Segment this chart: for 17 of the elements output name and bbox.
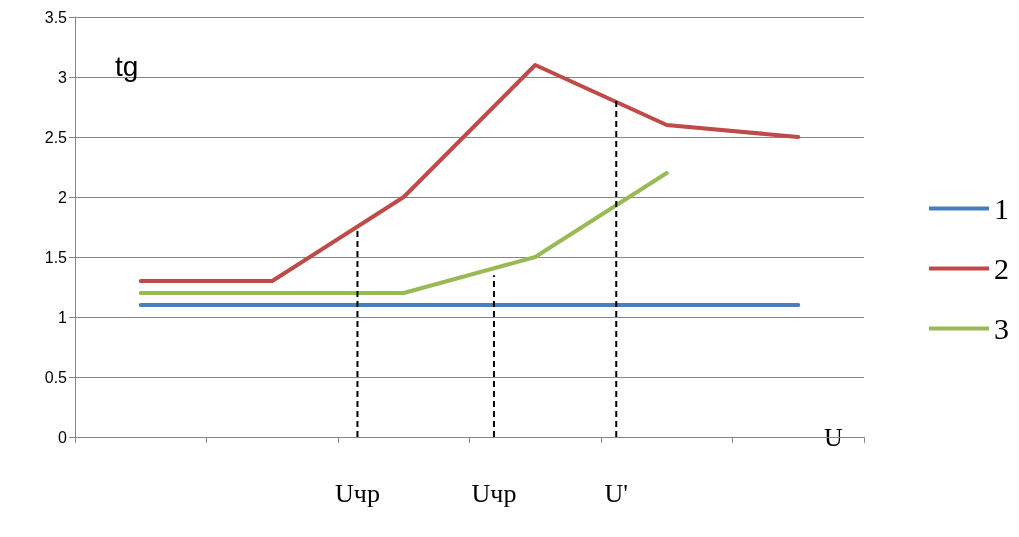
legend-label: 2 — [994, 252, 1009, 285]
y-tick-label: 3.5 — [44, 8, 68, 26]
y-tick-label: 0 — [58, 428, 68, 446]
y-axis-title: tg — [115, 50, 139, 82]
text: U' — [604, 479, 628, 509]
legend-label: 3 — [994, 312, 1009, 345]
x-axis-title: U — [824, 422, 843, 452]
line-series — [138, 63, 801, 283]
legend-label: 1 — [994, 192, 1009, 225]
text: Uчр — [471, 479, 517, 509]
y-tick-label: 0.5 — [44, 368, 68, 386]
y-tick-label: 2 — [58, 188, 68, 206]
text: Uчр — [335, 479, 380, 509]
y-tick-label: 1 — [58, 308, 68, 326]
y-tick-label: 2.5 — [44, 128, 68, 146]
y-tick-label: 1.5 — [44, 248, 68, 266]
y-tick-label: 3 — [58, 68, 68, 86]
